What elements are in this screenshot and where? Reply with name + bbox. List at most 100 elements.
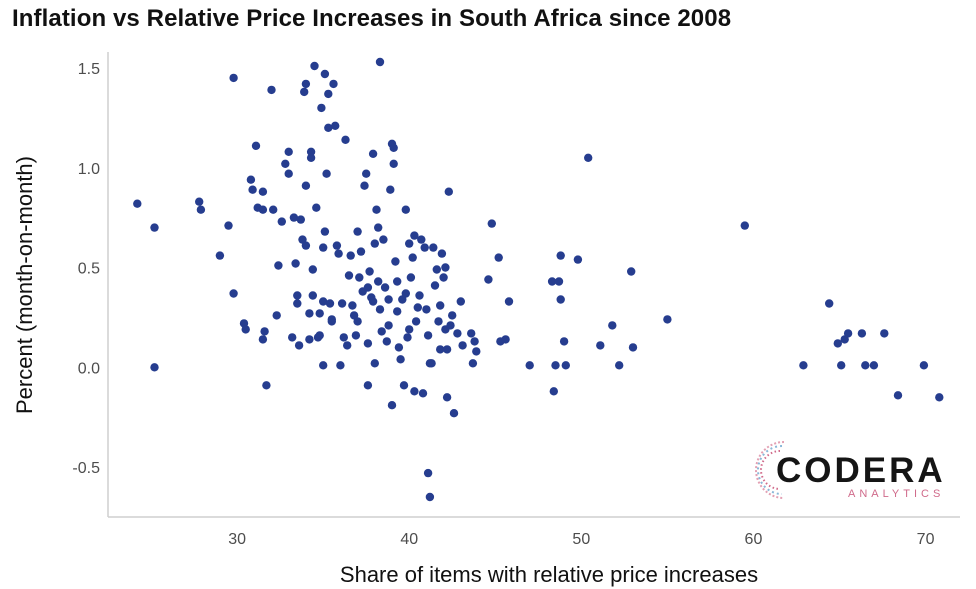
data-point — [336, 361, 345, 370]
data-point — [401, 205, 410, 214]
data-point — [379, 235, 388, 244]
data-point — [339, 333, 348, 342]
data-point — [405, 325, 414, 334]
x-axis-title: Share of items with relative price incre… — [340, 562, 758, 587]
data-point — [353, 227, 362, 236]
data-point — [351, 331, 361, 340]
data-point — [556, 251, 565, 260]
data-point — [468, 359, 478, 368]
data-point — [799, 361, 808, 370]
data-point — [432, 265, 441, 274]
data-point — [301, 241, 311, 250]
data-point — [310, 61, 319, 71]
data-point — [384, 321, 393, 330]
data-point — [348, 301, 357, 310]
data-point — [420, 243, 429, 252]
data-point — [241, 325, 250, 334]
data-point — [549, 387, 558, 396]
data-point — [487, 219, 496, 228]
data-point — [224, 221, 233, 230]
x-tick-label: 40 — [400, 531, 418, 548]
y-axis-title: Percent (month-on-month) — [12, 156, 37, 414]
data-point — [317, 103, 326, 113]
data-point — [935, 393, 944, 402]
data-point — [437, 249, 447, 258]
data-point — [442, 393, 452, 402]
data-point — [504, 297, 514, 306]
data-point — [584, 153, 593, 162]
data-point — [312, 203, 321, 212]
codera-logo: CODERA ANALYTICS — [755, 441, 946, 500]
data-point — [346, 251, 355, 260]
data-point — [363, 381, 373, 390]
data-point — [370, 239, 379, 248]
data-point — [389, 159, 398, 168]
data-point — [324, 123, 333, 132]
data-point — [195, 197, 204, 206]
data-point — [382, 337, 391, 346]
data-point — [561, 361, 570, 370]
data-point — [444, 187, 453, 196]
data-point — [329, 79, 338, 89]
data-points — [133, 57, 944, 502]
data-point — [389, 143, 398, 152]
data-point — [418, 389, 428, 398]
data-point — [288, 333, 297, 342]
data-point — [293, 299, 302, 308]
axis-lines — [107, 52, 960, 518]
data-point — [484, 275, 493, 284]
data-point — [301, 181, 311, 190]
data-point — [559, 337, 569, 346]
data-point — [556, 295, 565, 304]
data-point — [308, 265, 317, 274]
data-point — [305, 335, 314, 344]
data-point — [391, 257, 400, 266]
data-point — [456, 297, 465, 306]
data-point — [320, 227, 330, 236]
data-point — [408, 253, 417, 262]
data-point — [423, 468, 433, 478]
data-point — [861, 361, 870, 370]
data-point — [372, 205, 381, 214]
data-point — [229, 73, 238, 83]
data-point — [334, 249, 343, 258]
data-point — [289, 213, 299, 222]
data-point — [893, 391, 903, 400]
data-point — [322, 169, 331, 178]
data-point — [467, 329, 476, 338]
x-tick-labels: 30 40 50 60 70 — [228, 531, 934, 548]
data-point — [554, 277, 564, 286]
data-point — [269, 205, 278, 214]
data-point — [258, 335, 268, 344]
data-point — [919, 361, 929, 370]
data-point — [331, 121, 340, 130]
data-point — [353, 317, 362, 326]
data-point — [344, 271, 354, 280]
data-point — [406, 273, 416, 282]
logo-name: CODERA — [776, 451, 946, 490]
data-point — [394, 343, 404, 352]
data-point — [439, 273, 448, 282]
data-point — [355, 273, 364, 282]
y-tick-label: 0.5 — [78, 261, 100, 278]
data-point — [374, 277, 383, 286]
data-point — [377, 327, 386, 336]
y-tick-label: 1.5 — [78, 61, 100, 78]
x-tick-label: 30 — [228, 531, 246, 548]
data-point — [525, 361, 534, 370]
data-point — [401, 289, 410, 298]
data-point — [305, 309, 314, 318]
data-point — [857, 329, 867, 338]
data-point — [386, 185, 395, 194]
data-point — [150, 223, 159, 232]
data-point — [215, 251, 225, 260]
data-point — [375, 305, 385, 314]
data-point — [291, 259, 300, 268]
data-point — [596, 341, 605, 350]
data-point — [248, 185, 257, 194]
data-point — [319, 297, 328, 306]
data-point — [324, 89, 333, 99]
data-point — [260, 327, 269, 336]
data-point — [258, 205, 268, 214]
data-point — [319, 361, 328, 370]
